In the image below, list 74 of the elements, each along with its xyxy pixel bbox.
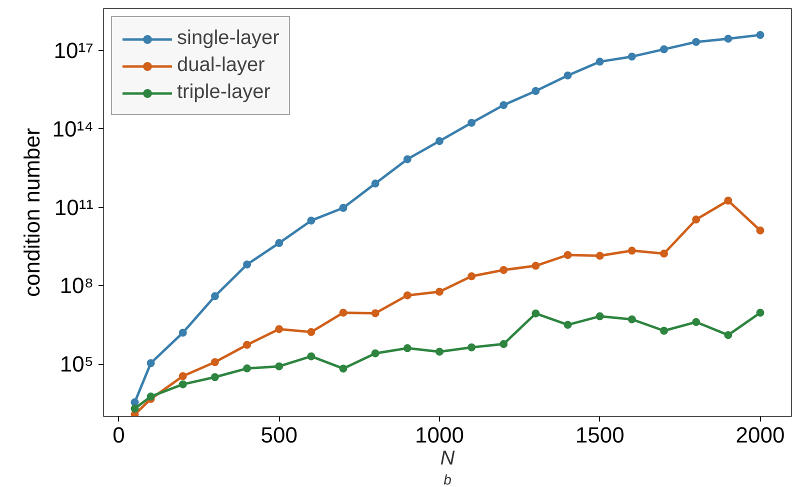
point <box>596 252 604 260</box>
point <box>532 262 540 270</box>
point <box>403 155 412 164</box>
point <box>243 260 252 268</box>
point <box>692 318 700 326</box>
point <box>178 380 187 388</box>
y-axis-title: condition number <box>19 128 44 297</box>
x-tick-label: 1500 <box>575 422 624 448</box>
point <box>210 373 219 382</box>
point <box>628 52 636 61</box>
point <box>210 292 219 300</box>
x-tick-label: 0 <box>112 422 125 448</box>
point <box>628 246 636 255</box>
point <box>146 359 155 368</box>
point <box>724 196 732 205</box>
point <box>596 312 604 320</box>
y-tick-label: 10¹¹ <box>54 194 94 220</box>
x-tick-label: 1000 <box>415 422 464 448</box>
point <box>660 326 668 335</box>
point <box>564 251 572 259</box>
point <box>724 331 732 340</box>
point <box>371 180 380 188</box>
point <box>371 349 380 358</box>
point <box>307 216 316 225</box>
legend-label: triple-layer <box>177 81 270 104</box>
point <box>500 340 508 348</box>
point <box>243 364 252 372</box>
point <box>660 250 668 258</box>
point <box>500 266 508 274</box>
point <box>564 320 572 329</box>
point <box>756 226 764 234</box>
legend-label: single-layer <box>177 27 280 50</box>
y-tick-label: 10⁸ <box>60 273 94 298</box>
point <box>178 372 187 380</box>
point <box>468 343 476 352</box>
x-axis-title: Nb <box>440 448 456 487</box>
point <box>371 309 380 318</box>
point <box>468 118 476 127</box>
point <box>275 325 284 334</box>
point <box>756 308 764 317</box>
point <box>403 291 412 300</box>
x-tick-label: 500 <box>260 422 298 448</box>
y-tick-label: 10¹⁷ <box>54 38 94 63</box>
point <box>692 38 700 46</box>
y-tick-label: 10⁵ <box>60 352 94 377</box>
point <box>178 328 187 337</box>
point <box>756 30 764 39</box>
point <box>435 288 444 296</box>
point <box>468 272 476 280</box>
point <box>275 362 284 370</box>
point <box>724 34 732 43</box>
point <box>435 348 444 356</box>
point <box>532 309 540 318</box>
point <box>210 358 219 366</box>
point <box>596 58 604 66</box>
point <box>660 45 668 54</box>
point <box>339 308 348 317</box>
point <box>243 340 252 349</box>
point <box>339 364 348 373</box>
point <box>435 137 444 146</box>
point <box>403 344 412 352</box>
point <box>500 101 508 110</box>
point <box>307 328 316 336</box>
point <box>532 87 540 95</box>
legend-label: dual-layer <box>177 54 265 77</box>
point <box>628 315 636 324</box>
point <box>130 404 139 413</box>
point <box>564 71 572 80</box>
point <box>339 204 348 212</box>
point <box>275 239 284 248</box>
y-tick-label: 10¹⁴ <box>52 116 94 142</box>
x-tick-label: 2000 <box>736 422 785 448</box>
point <box>692 216 700 224</box>
point <box>307 352 316 360</box>
